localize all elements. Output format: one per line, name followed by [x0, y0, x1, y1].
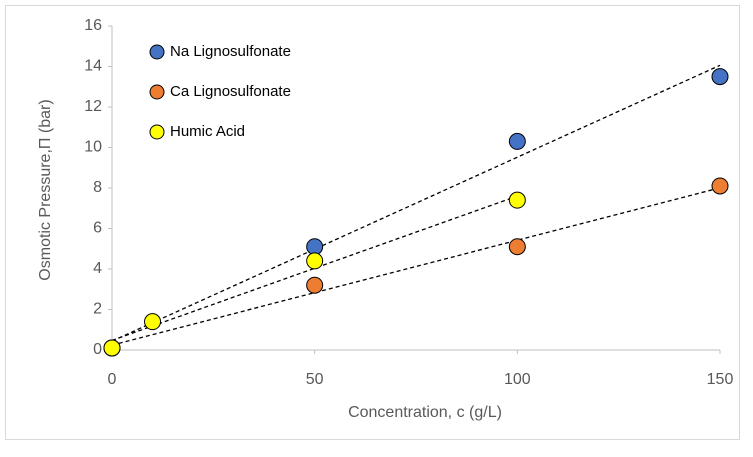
- x-tick-label: 150: [707, 371, 734, 388]
- y-tick-label: 4: [93, 260, 102, 277]
- point: [711, 177, 729, 195]
- trendline: [111, 195, 518, 342]
- legend-marker: [149, 124, 165, 140]
- trendline: [111, 64, 721, 342]
- point: [144, 313, 162, 331]
- x-axis-label: Concentration, c (g/L): [348, 404, 502, 421]
- point: [508, 132, 526, 150]
- y-tick-label: 16: [84, 17, 102, 34]
- point: [306, 252, 324, 270]
- point: [103, 339, 121, 357]
- point: [508, 238, 526, 256]
- y-tick-label: 14: [84, 58, 102, 75]
- legend-label: Ca Lignosulfonate: [170, 83, 291, 100]
- point: [711, 68, 729, 86]
- point: [508, 191, 526, 209]
- y-tick-label: 8: [93, 179, 102, 196]
- y-tick-label: 10: [84, 139, 102, 156]
- chart-border: [5, 5, 740, 440]
- x-tick-label: 0: [108, 371, 117, 388]
- point: [306, 238, 324, 256]
- point: [306, 276, 324, 294]
- y-tick-label: 12: [84, 98, 102, 115]
- y-tick-label: 6: [93, 220, 102, 237]
- y-tick-label: 2: [93, 301, 102, 318]
- legend-marker: [149, 44, 165, 60]
- legend-label: Na Lignosulfonate: [170, 43, 291, 60]
- y-axis-label: Osmotic Pressure,Π (bar): [37, 99, 54, 280]
- x-tick-label: 100: [504, 371, 531, 388]
- legend-marker: [149, 84, 165, 100]
- y-tick-label: 0: [93, 341, 102, 358]
- legend-label: Humic Acid: [170, 123, 245, 140]
- x-tick-label: 50: [306, 371, 324, 388]
